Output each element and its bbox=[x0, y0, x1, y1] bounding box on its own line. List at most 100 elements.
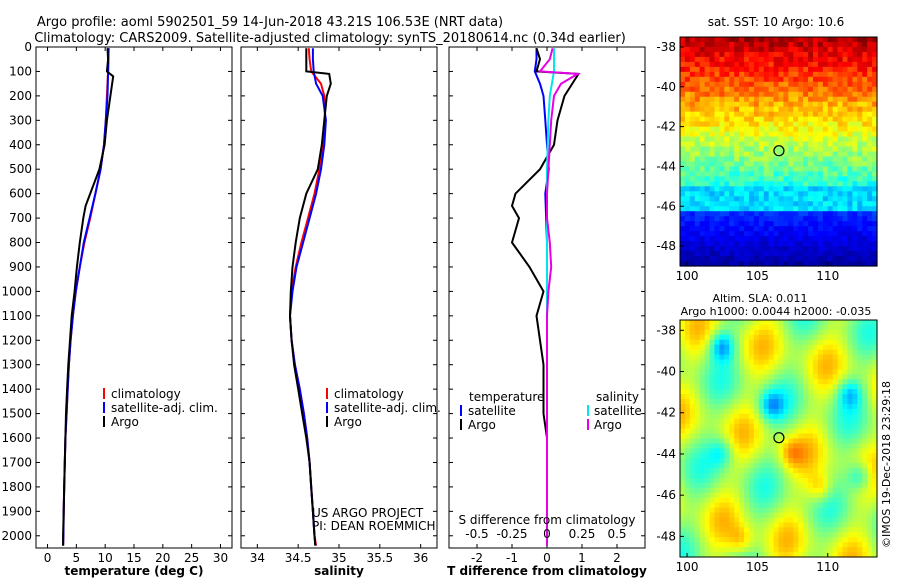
map-cell bbox=[744, 468, 750, 474]
map-cell bbox=[739, 517, 745, 524]
map-cell bbox=[862, 507, 868, 514]
map-cell bbox=[758, 221, 765, 227]
map-cell bbox=[862, 256, 868, 262]
map-cell bbox=[783, 196, 789, 202]
map-cell bbox=[842, 497, 849, 504]
map-cell bbox=[748, 428, 755, 435]
map-cell bbox=[857, 547, 863, 553]
map-cell bbox=[852, 344, 858, 351]
map-cell bbox=[817, 320, 824, 326]
map-cell bbox=[748, 156, 755, 163]
map-cell bbox=[744, 532, 750, 538]
map-cell bbox=[827, 226, 834, 232]
map-cell bbox=[827, 196, 834, 202]
map-cell bbox=[857, 211, 863, 217]
map-cell bbox=[719, 121, 725, 128]
map-cell bbox=[753, 37, 760, 43]
map-cell bbox=[837, 339, 844, 346]
map-cell bbox=[793, 186, 799, 192]
map-cell bbox=[768, 468, 775, 474]
map-cell bbox=[694, 512, 701, 519]
map-cell bbox=[699, 394, 706, 400]
map-cell bbox=[684, 507, 691, 514]
map-cell bbox=[694, 487, 701, 494]
map-cell bbox=[773, 241, 780, 247]
map-cell bbox=[822, 136, 829, 143]
map-cell bbox=[847, 542, 853, 548]
map-cell bbox=[739, 236, 745, 242]
map-cell bbox=[758, 66, 765, 73]
map-cell bbox=[763, 251, 770, 257]
map-cell bbox=[852, 527, 858, 533]
map-cell bbox=[744, 448, 750, 454]
map-cell bbox=[847, 448, 853, 454]
map-cell bbox=[709, 433, 716, 440]
map-cell bbox=[699, 196, 706, 202]
map-cell bbox=[744, 81, 750, 88]
map-cell bbox=[758, 324, 765, 331]
map-cell bbox=[744, 384, 750, 390]
map-cell bbox=[862, 473, 868, 479]
map-cell bbox=[704, 463, 711, 469]
map-cell bbox=[817, 121, 824, 128]
map-cell bbox=[729, 236, 735, 242]
map-cell bbox=[852, 61, 858, 68]
map-cell bbox=[694, 384, 701, 390]
map-cell bbox=[842, 344, 849, 351]
map-cell bbox=[817, 101, 824, 108]
map-cell bbox=[808, 256, 814, 262]
map-cell bbox=[862, 374, 868, 380]
map-cell bbox=[837, 96, 844, 103]
map-cell bbox=[694, 320, 701, 326]
map-cell bbox=[699, 359, 706, 366]
map-cell bbox=[842, 241, 849, 247]
map-cell bbox=[788, 487, 794, 494]
map-cell bbox=[788, 61, 794, 68]
map-cell bbox=[788, 206, 794, 212]
map-cell bbox=[798, 236, 804, 242]
map-cell bbox=[684, 512, 691, 519]
map-cell bbox=[739, 196, 745, 202]
map-cell bbox=[744, 176, 750, 182]
map-cell bbox=[857, 512, 863, 519]
map-cell bbox=[798, 201, 804, 207]
map-cell bbox=[684, 497, 691, 504]
map-cell bbox=[689, 423, 696, 430]
map-cell bbox=[872, 423, 878, 430]
top-tick-label: -0.25 bbox=[496, 527, 527, 541]
map-cell bbox=[783, 211, 789, 217]
map-cell bbox=[744, 334, 750, 341]
map-cell bbox=[768, 542, 775, 548]
map-cell bbox=[684, 111, 691, 118]
map-cell bbox=[867, 468, 873, 474]
map-cell bbox=[862, 384, 868, 390]
map-cell bbox=[680, 517, 686, 524]
map-cell bbox=[758, 329, 765, 336]
map-cell bbox=[699, 81, 706, 88]
map-cell bbox=[768, 458, 775, 464]
map-cell bbox=[719, 226, 725, 232]
map-cell bbox=[827, 201, 834, 207]
map-cell bbox=[699, 329, 706, 336]
map-cell bbox=[729, 448, 735, 454]
map-cell bbox=[827, 96, 834, 103]
map-cell bbox=[822, 413, 829, 420]
map-cell bbox=[699, 156, 706, 163]
map-cell bbox=[724, 384, 730, 390]
map-cell bbox=[842, 532, 849, 538]
map-cell bbox=[689, 438, 696, 445]
map-cell bbox=[699, 216, 706, 222]
map-cell bbox=[778, 211, 785, 217]
map-cell bbox=[778, 206, 785, 212]
map-cell bbox=[748, 46, 755, 53]
map-cell bbox=[788, 458, 794, 464]
map-cell bbox=[812, 136, 819, 143]
map-cell bbox=[758, 196, 765, 202]
map-cell bbox=[773, 344, 780, 351]
map-cell bbox=[827, 369, 834, 375]
map-cell bbox=[719, 542, 725, 548]
map-cell bbox=[680, 433, 686, 440]
map-cell bbox=[758, 46, 765, 53]
y-tick-label: 100 bbox=[9, 64, 32, 78]
map-cell bbox=[847, 478, 853, 484]
